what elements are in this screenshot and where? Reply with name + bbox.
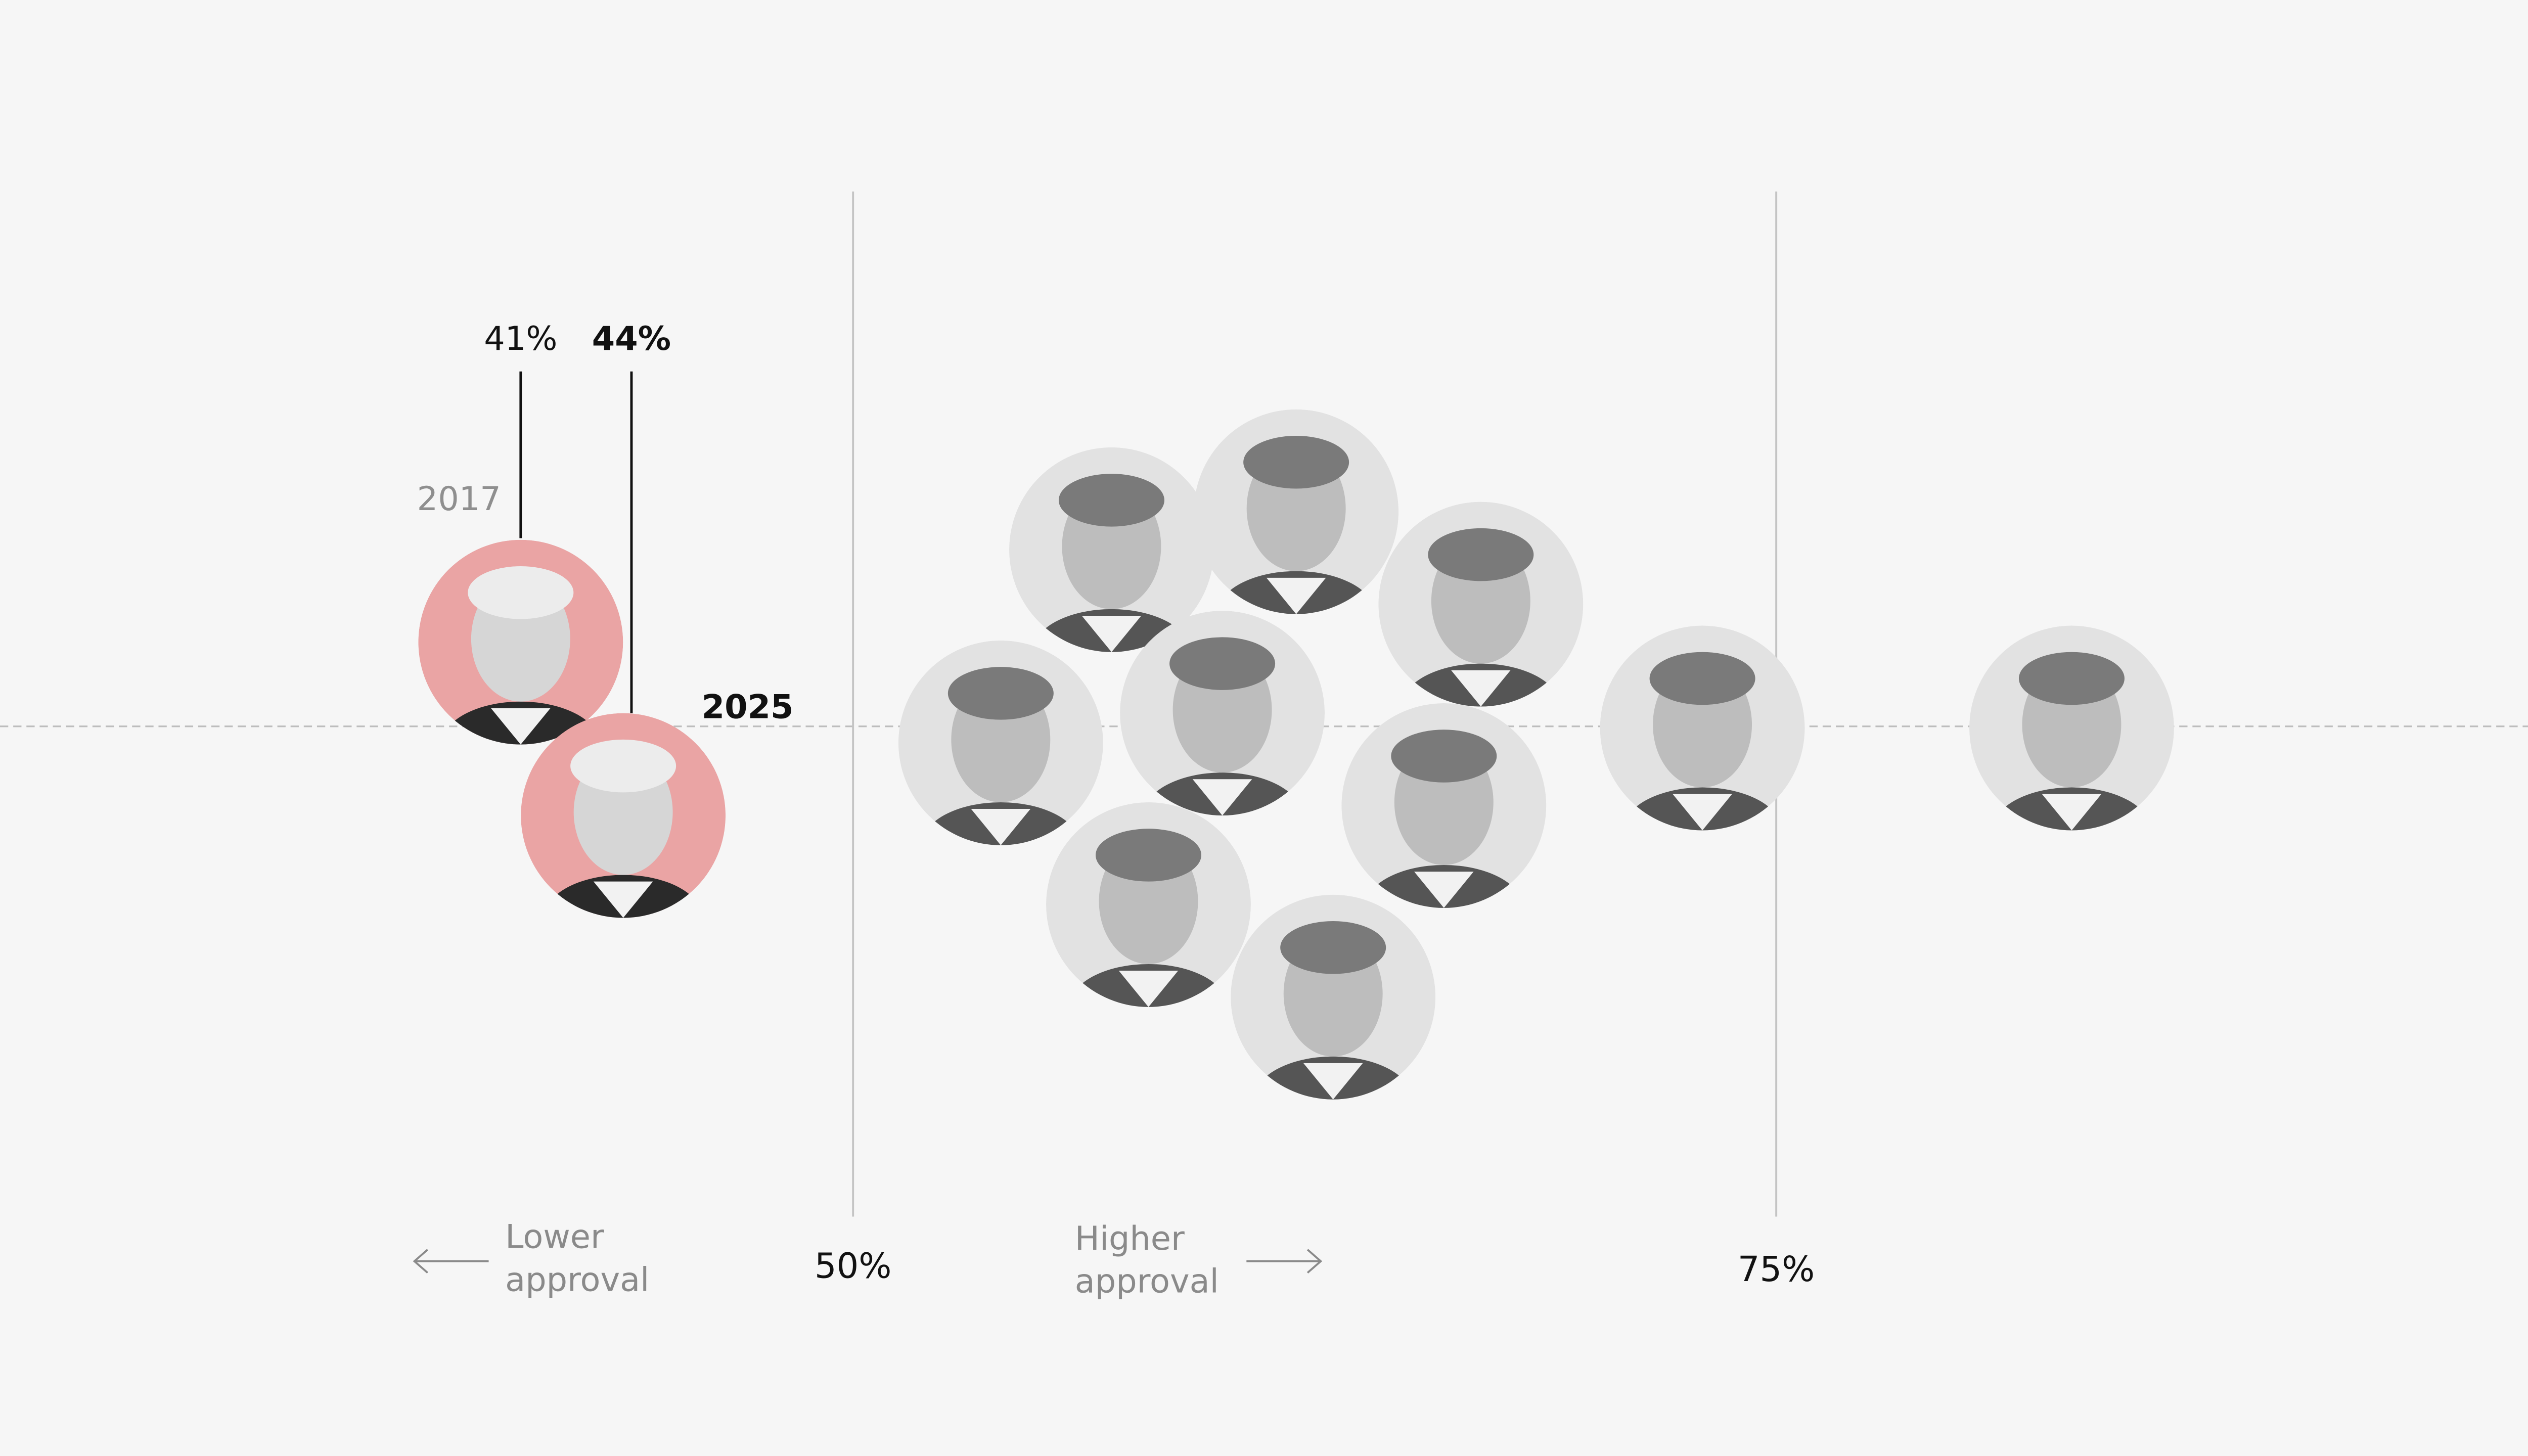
value-label: 44%	[592, 320, 671, 358]
shoulders	[1253, 1056, 1413, 1100]
collar	[1673, 794, 1732, 831]
collar	[1414, 872, 1474, 908]
hair	[1649, 652, 1755, 705]
higher-label: Higher approval	[1074, 1218, 1219, 1301]
shoulders	[1623, 787, 1782, 831]
portrait	[1378, 502, 1584, 707]
portrait	[1046, 802, 1251, 1007]
shoulders	[1032, 609, 1191, 652]
collar	[491, 708, 551, 745]
hair	[1243, 436, 1349, 489]
shoulders	[1069, 964, 1228, 1007]
hair	[1096, 829, 1201, 882]
portrait	[521, 713, 726, 918]
hair	[1280, 921, 1386, 974]
collar	[1303, 1063, 1363, 1100]
collar	[593, 881, 653, 918]
year-label: 2017	[417, 480, 501, 518]
collar	[1118, 971, 1179, 1007]
higher-label-box: Higher approval	[1074, 1218, 1219, 1301]
portrait	[1341, 703, 1547, 908]
x-tick-label: 75%	[1738, 1249, 1815, 1290]
hair	[1391, 730, 1497, 783]
shoulders	[1143, 772, 1302, 816]
collar	[1192, 779, 1252, 816]
shoulders	[1216, 571, 1376, 614]
collar	[1266, 577, 1326, 614]
marks: 50% 75% 41% 2017 44% 2025	[417, 191, 2174, 1290]
hair	[947, 667, 1054, 720]
hair	[1169, 637, 1276, 690]
portrait	[418, 539, 623, 745]
shoulders	[921, 802, 1080, 845]
portrait	[1231, 894, 1436, 1100]
collar	[1081, 615, 1142, 652]
portrait	[1009, 447, 1214, 652]
arrow-left-head	[413, 1249, 429, 1274]
year-label: 2025	[702, 688, 794, 726]
hair	[2018, 652, 2125, 705]
lower-label: Lower approval	[505, 1216, 650, 1299]
x-tick-label: 50%	[815, 1246, 891, 1286]
shoulders	[1402, 663, 1560, 707]
arrow-right-head	[1306, 1249, 1323, 1274]
hair	[1428, 528, 1534, 581]
shoulders	[441, 701, 600, 745]
hair	[468, 566, 574, 619]
collar	[2042, 794, 2102, 831]
portrait	[1969, 625, 2174, 831]
collar	[971, 809, 1031, 845]
portrait	[1194, 409, 1399, 614]
portrait	[1120, 611, 1325, 816]
portrait	[898, 640, 1103, 845]
value-label: 41%	[484, 320, 557, 358]
portrait	[1600, 625, 1805, 831]
hair	[570, 739, 676, 793]
shoulders	[1992, 787, 2151, 831]
shoulders	[1365, 865, 1523, 908]
shoulders	[544, 875, 703, 918]
hair	[1058, 474, 1164, 527]
collar	[1451, 670, 1511, 707]
lower-label-box: Lower approval	[505, 1216, 650, 1299]
